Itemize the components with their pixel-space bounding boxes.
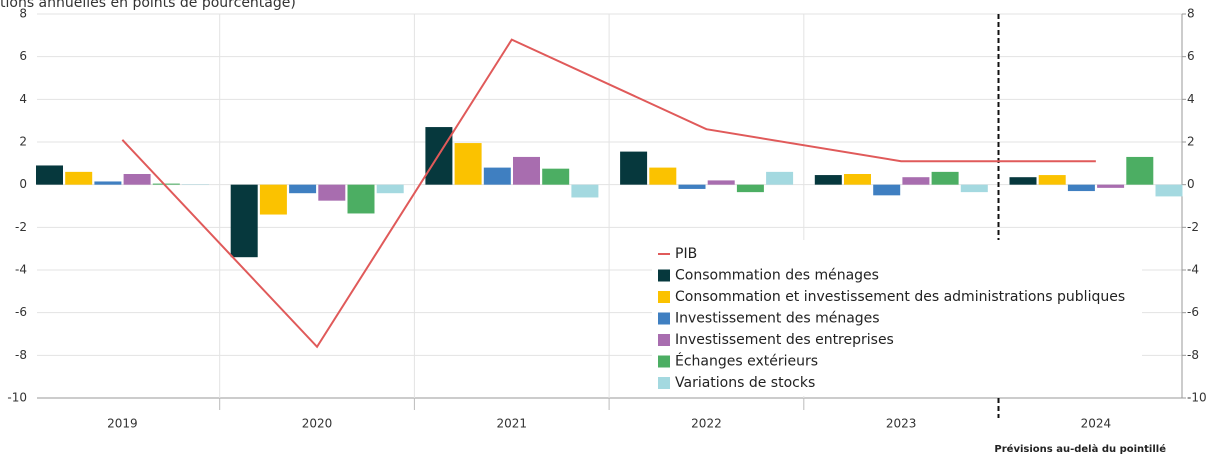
legend-swatch: [658, 291, 670, 303]
x-tick-label: 2021: [496, 417, 527, 431]
bar: [678, 184, 706, 189]
bar: [736, 184, 764, 193]
y-tick-label: 4: [19, 92, 27, 106]
bar: [1126, 156, 1154, 185]
y2-tick-label: 0: [1187, 177, 1195, 191]
y-tick-label: -4: [15, 263, 27, 277]
legend-swatch: [658, 377, 670, 389]
bar: [931, 171, 959, 185]
x-tick-label: 2019: [107, 417, 138, 431]
y2-tick-label: -8: [1187, 348, 1199, 362]
bar: [707, 180, 735, 185]
bar: [65, 171, 93, 185]
bar: [513, 156, 540, 185]
y-tick-label: -6: [15, 305, 27, 319]
bar: [376, 184, 404, 194]
bar: [123, 174, 151, 185]
legend-label: Consommation des ménages: [675, 268, 879, 284]
y-tick-label: 2: [19, 135, 27, 149]
x-tick-label: 2022: [691, 417, 722, 431]
y2-tick-label: 8: [1187, 7, 1195, 21]
marks-layer: [36, 38, 1183, 349]
bar: [454, 143, 482, 185]
legend-swatch: [658, 269, 670, 282]
legend-label: Variations de stocks: [675, 375, 815, 391]
legend-label: PIB: [675, 246, 697, 262]
forecast-note: Prévisions au-delà du pointillé: [994, 443, 1166, 455]
y2-tick-label: 6: [1187, 49, 1195, 63]
bar: [1097, 184, 1125, 188]
x-tick-label: 2020: [302, 417, 333, 431]
y-tick-label: -10: [7, 391, 27, 405]
bar: [1155, 184, 1183, 197]
bar: [289, 184, 317, 194]
legend-label: Investissement des ménages: [675, 311, 880, 327]
bar: [1067, 184, 1095, 192]
legend-box: [652, 240, 1142, 396]
bar: [620, 151, 648, 185]
bar: [571, 184, 599, 198]
bar: [873, 184, 901, 196]
bar: [766, 171, 794, 185]
bar: [230, 184, 258, 258]
y-tick-label: -8: [15, 348, 27, 362]
bar: [1038, 175, 1066, 185]
legend-label: Échanges extérieurs: [675, 353, 818, 370]
bar: [1009, 177, 1037, 185]
bar: [152, 183, 180, 185]
bar: [649, 167, 677, 185]
legend-label: Consommation et investissement des admin…: [675, 289, 1125, 305]
y-tick-label: 8: [19, 7, 27, 21]
x-tick-label: 2023: [886, 417, 917, 431]
bar: [483, 167, 511, 185]
y2-tick-label: -10: [1187, 391, 1207, 405]
bar: [318, 184, 346, 201]
legend-label: Investissement des entreprises: [675, 332, 894, 348]
legend-swatch: [658, 312, 670, 325]
bar: [259, 184, 287, 215]
line: [121, 38, 1096, 349]
y2-tick-label: -6: [1187, 305, 1199, 319]
x-tick-label: 2024: [1081, 417, 1112, 431]
bar: [347, 184, 375, 214]
bar: [902, 177, 930, 185]
y-tick-label: 6: [19, 49, 27, 63]
y2-tick-label: 4: [1187, 92, 1195, 106]
y2-tick-label: -4: [1187, 263, 1199, 277]
y-tick-label: 0: [19, 177, 27, 191]
bar: [844, 174, 871, 185]
y-tick-label: -2: [15, 220, 27, 234]
bar: [542, 168, 570, 185]
y2-tick-label: 2: [1187, 135, 1195, 149]
legend-swatch: [658, 355, 670, 368]
legend: PIB Consommation des ménages Consommation …: [652, 240, 1142, 396]
bar: [36, 165, 63, 185]
bar: [94, 181, 122, 185]
chart-subtitle: tions annuelles en points de pourcentage…: [0, 0, 296, 11]
grid-layer: -10 -10 -8 -8 -6 -6 -4 -4 -2 -2 0 0 2 2 4 4 6 6 8 8 2019 2020…: [7, 7, 1206, 431]
bar: [960, 184, 988, 193]
legend-swatch: [658, 334, 670, 346]
y2-tick-label: -2: [1187, 220, 1199, 234]
bar: [814, 175, 842, 185]
